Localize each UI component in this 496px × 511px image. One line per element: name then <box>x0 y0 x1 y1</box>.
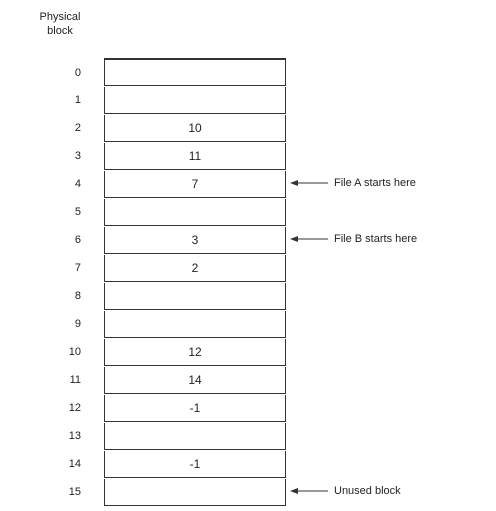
annotation: File A starts here <box>290 170 416 196</box>
block-number: 14 <box>68 458 81 470</box>
block-row: 11 14 <box>70 367 286 394</box>
block-number: 6 <box>74 234 81 246</box>
block-table: 0 1 2 10 3 11 4 7 5 6 3 7 2 8 9 10 12 11 14 12 -1 13 14 -1 15 <box>69 58 286 507</box>
block-pointer-value: -1 <box>189 457 201 471</box>
block-pointer-value: 7 <box>191 177 199 191</box>
block-row: 12 -1 <box>69 395 286 422</box>
block-number: 2 <box>74 122 81 134</box>
block-row: 15 <box>69 479 286 506</box>
block-number: 0 <box>74 67 81 79</box>
block-pointer-value: 11 <box>188 149 202 163</box>
block-number: 4 <box>74 178 81 190</box>
block-pointer-value: 12 <box>188 345 202 359</box>
column-header: Physical block <box>30 10 90 38</box>
annotation-label: File B starts here <box>334 233 418 245</box>
block-row: 2 10 <box>75 115 286 142</box>
left-arrow-icon <box>290 180 328 186</box>
block-pointer-value: -1 <box>189 401 201 415</box>
block-number: 8 <box>74 290 81 302</box>
block-pointer-value: 3 <box>191 233 199 247</box>
block-number: 7 <box>74 262 81 274</box>
block-number: 1 <box>74 94 81 106</box>
header-line-2: block <box>47 25 73 37</box>
left-arrow-icon <box>290 236 328 242</box>
block-row: 5 <box>75 199 286 226</box>
block-row: 8 <box>75 283 286 310</box>
annotation-label: File A starts here <box>334 177 416 189</box>
block-number: 12 <box>68 402 81 414</box>
block-number: 5 <box>74 206 81 218</box>
block-row: 13 <box>69 423 286 450</box>
block-row: 10 12 <box>69 339 286 366</box>
block-pointer-value: 14 <box>188 373 202 387</box>
annotation: Unused block <box>290 478 401 504</box>
block-number: 13 <box>68 430 81 442</box>
block-row: 14 -1 <box>69 451 286 478</box>
block-row: 9 <box>75 311 286 338</box>
left-arrow-icon <box>290 488 328 494</box>
annotation-label: Unused block <box>334 485 401 497</box>
block-number: 11 <box>69 374 81 386</box>
annotation: File B starts here <box>290 226 417 252</box>
block-pointer-value: 2 <box>191 261 199 275</box>
block-number: 10 <box>68 346 81 358</box>
block-pointer-value: 10 <box>188 121 202 135</box>
block-row: 0 <box>75 59 286 86</box>
block-row: 1 <box>75 87 286 114</box>
block-row: 3 11 <box>75 143 286 170</box>
block-number: 15 <box>68 486 81 498</box>
block-number: 9 <box>74 318 81 330</box>
header-line-1: Physical <box>39 11 81 23</box>
block-number: 3 <box>74 150 81 162</box>
